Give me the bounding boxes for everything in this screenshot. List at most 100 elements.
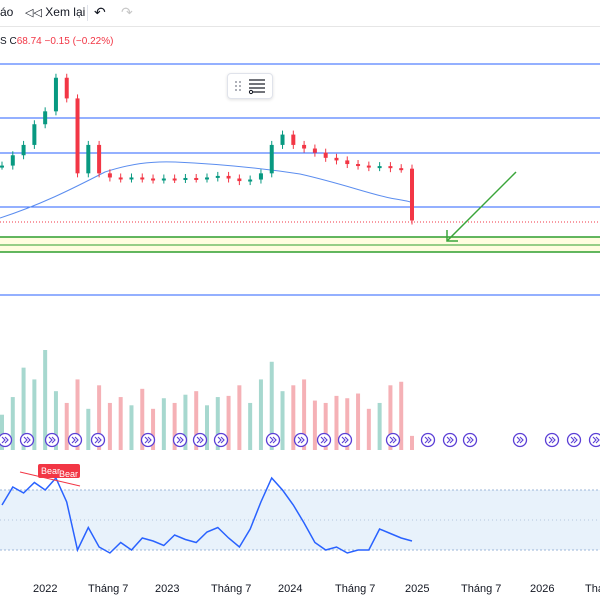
volume-bar bbox=[86, 408, 91, 450]
candle-body[interactable] bbox=[323, 152, 328, 158]
time-axis[interactable]: 2022 Tháng 7 2023 Tháng 7 2024 Tháng 7 2… bbox=[0, 578, 600, 600]
time-label-2022: 2022 bbox=[33, 583, 58, 595]
undo-icon[interactable]: ↶ bbox=[94, 4, 106, 20]
redo-icon[interactable]: ↷ bbox=[121, 4, 133, 20]
candle-body[interactable] bbox=[64, 77, 69, 99]
candle-body[interactable] bbox=[291, 134, 296, 145]
candle-body[interactable] bbox=[237, 178, 242, 182]
volume-bar bbox=[399, 381, 404, 450]
volume-bar bbox=[312, 400, 317, 450]
legend-prefix: S bbox=[0, 36, 7, 47]
candle-body[interactable] bbox=[345, 160, 350, 165]
event-badge-icon[interactable] bbox=[0, 432, 13, 448]
candle-body[interactable] bbox=[410, 168, 414, 221]
candle-body[interactable] bbox=[248, 179, 253, 182]
event-badge-icon[interactable] bbox=[192, 432, 208, 448]
candle-body[interactable] bbox=[10, 155, 15, 166]
moving-average-line[interactable] bbox=[0, 161, 414, 219]
candle-body[interactable] bbox=[32, 124, 37, 145]
volume-bar bbox=[237, 385, 242, 450]
candle-body[interactable] bbox=[151, 178, 156, 181]
legend-close-value: 68.74 bbox=[16, 36, 42, 47]
candle-body[interactable] bbox=[269, 144, 274, 174]
candle-body[interactable] bbox=[205, 177, 209, 180]
candle-body[interactable] bbox=[356, 164, 361, 167]
volume-bar bbox=[410, 435, 414, 450]
candle-body[interactable] bbox=[377, 166, 382, 169]
drag-handle-icon[interactable] bbox=[228, 74, 272, 98]
event-badge-icon[interactable] bbox=[265, 432, 281, 448]
legend-close-label: C bbox=[9, 36, 17, 47]
candle-body[interactable] bbox=[161, 178, 166, 181]
time-label-jul-2024: Tháng 7 bbox=[335, 583, 376, 595]
event-badge-icon[interactable] bbox=[512, 432, 528, 448]
volume-bar bbox=[248, 402, 253, 450]
volume-bar bbox=[323, 402, 328, 450]
candle-body[interactable] bbox=[172, 178, 177, 181]
candle-body[interactable] bbox=[107, 173, 112, 178]
event-badge-icon[interactable] bbox=[442, 432, 458, 448]
arrow-annotation-line[interactable] bbox=[446, 171, 517, 242]
candle-body[interactable] bbox=[86, 144, 91, 174]
volume-bar bbox=[161, 398, 166, 450]
chart-canvas[interactable]: Bear Bear bbox=[0, 0, 600, 578]
event-badge-icon[interactable] bbox=[67, 432, 83, 448]
candle-body[interactable] bbox=[97, 144, 102, 174]
candle-body[interactable] bbox=[226, 175, 231, 179]
event-badge-icon[interactable] bbox=[293, 432, 309, 448]
candle-body[interactable] bbox=[183, 177, 188, 180]
volume-bar bbox=[97, 385, 102, 450]
candle-body[interactable] bbox=[312, 148, 317, 153]
candle-body[interactable] bbox=[140, 177, 145, 180]
candle-body[interactable] bbox=[0, 165, 4, 168]
candle-body[interactable] bbox=[75, 98, 80, 174]
candle-body[interactable] bbox=[258, 173, 263, 180]
time-label-2023: 2023 bbox=[155, 583, 180, 595]
event-badges-group[interactable] bbox=[0, 432, 600, 448]
volume-bar bbox=[226, 395, 231, 450]
event-badge-icon[interactable] bbox=[213, 432, 229, 448]
candle-body[interactable] bbox=[366, 165, 371, 168]
rsi-bear-badge[interactable] bbox=[38, 464, 80, 478]
volume-bar bbox=[140, 388, 145, 450]
candle-body[interactable] bbox=[43, 111, 48, 125]
top-toolbar: áo ◁◁ Xem lại ↶ ↷ bbox=[0, 0, 600, 27]
candle-body[interactable] bbox=[280, 134, 285, 145]
replay-button[interactable]: ◁◁ Xem lại bbox=[25, 5, 85, 19]
volume-bar bbox=[291, 385, 296, 450]
volume-bar bbox=[302, 379, 307, 450]
event-badge-icon[interactable] bbox=[44, 432, 60, 448]
event-badge-icon[interactable] bbox=[420, 432, 436, 448]
candle-body[interactable] bbox=[129, 177, 134, 180]
event-badge-icon[interactable] bbox=[316, 432, 332, 448]
volume-bar bbox=[118, 397, 123, 450]
candle-body[interactable] bbox=[399, 168, 404, 171]
event-badge-icon[interactable] bbox=[337, 432, 353, 448]
rsi-line[interactable] bbox=[1, 476, 413, 554]
event-badge-icon[interactable] bbox=[566, 432, 582, 448]
event-badge-icon[interactable] bbox=[544, 432, 560, 448]
candle-body[interactable] bbox=[215, 175, 220, 178]
event-badge-icon[interactable] bbox=[385, 432, 401, 448]
event-badge-icon[interactable] bbox=[588, 432, 600, 448]
event-badge-icon[interactable] bbox=[90, 432, 106, 448]
candle-body[interactable] bbox=[302, 144, 307, 149]
event-badge-icon[interactable] bbox=[462, 432, 478, 448]
candle-body[interactable] bbox=[118, 177, 123, 180]
candles-group[interactable] bbox=[0, 73, 414, 225]
event-badge-icon[interactable] bbox=[19, 432, 35, 448]
candle-body[interactable] bbox=[388, 166, 393, 169]
toolbar-truncated-label[interactable]: áo bbox=[0, 5, 14, 19]
time-label-partial: Thá bbox=[585, 583, 600, 595]
volume-bar bbox=[334, 395, 339, 450]
event-badge-icon[interactable] bbox=[172, 432, 188, 448]
candle-body[interactable] bbox=[194, 177, 199, 180]
candle-body[interactable] bbox=[53, 77, 58, 112]
rsi-bear-label-1: Bear bbox=[41, 466, 60, 476]
event-badge-icon[interactable] bbox=[140, 432, 156, 448]
candle-body[interactable] bbox=[21, 144, 26, 156]
floating-drawing-toolbar[interactable] bbox=[227, 73, 273, 99]
volume-bar bbox=[0, 414, 4, 450]
volume-bar bbox=[53, 391, 58, 450]
candle-body[interactable] bbox=[334, 157, 339, 161]
